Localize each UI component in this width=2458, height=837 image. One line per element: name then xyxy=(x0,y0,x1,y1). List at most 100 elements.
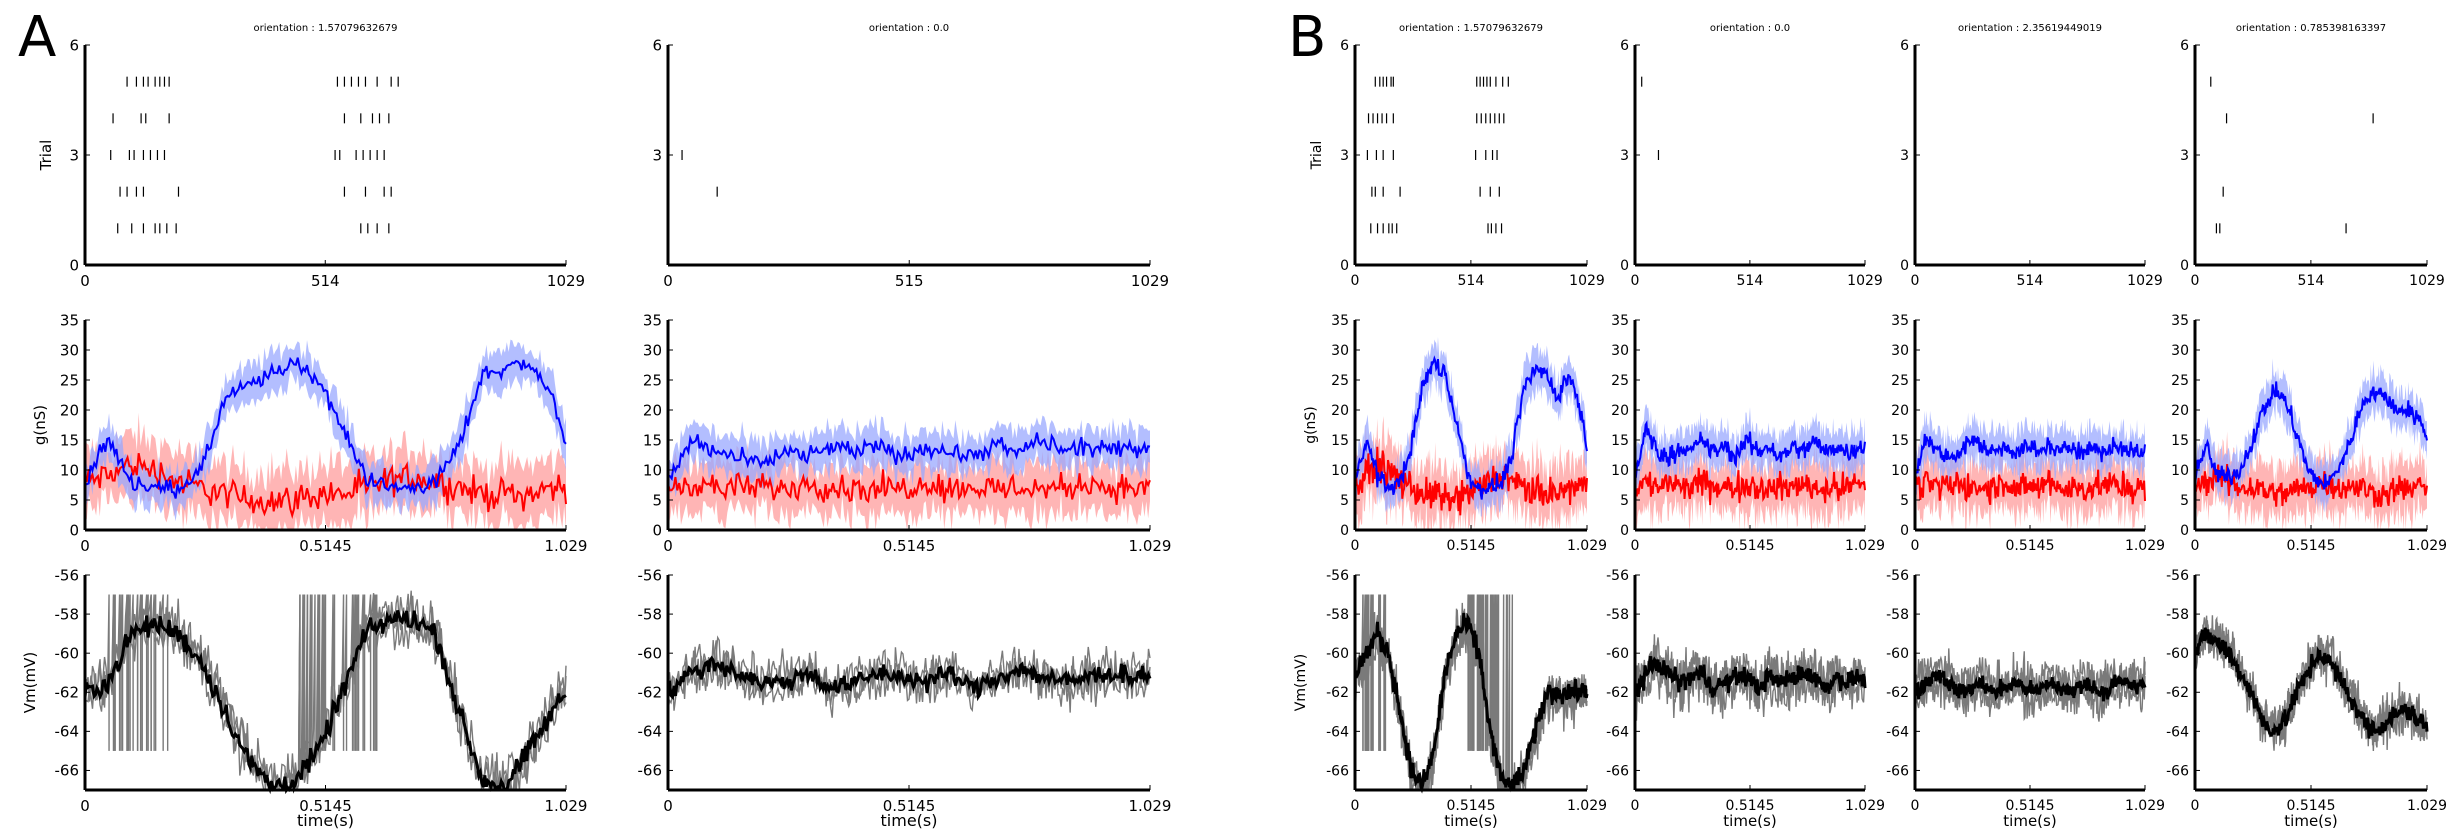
panel-b-col0-cond-y-tick-label: 20 xyxy=(1331,403,1349,419)
panel-b-col2-cond-y-tick-label: 10 xyxy=(1891,463,1909,479)
panel-b-col0-cond-y-tick-label: 35 xyxy=(1331,313,1349,329)
panel-a-col0-vm-mean-line xyxy=(83,609,567,795)
panel-a-col0-cond-x-tick-label: 1.029 xyxy=(545,537,588,555)
panel-b-col3-cond-y-tick-label: 5 xyxy=(2180,493,2189,509)
panel-a-col0-vm-ylabel: Vm(mV) xyxy=(21,652,39,713)
panel-a-col1-raster-x-tick-label: 1029 xyxy=(1131,272,1169,290)
panel-b-col2-cond-y-tick-label: 30 xyxy=(1891,343,1909,359)
panel-b-col0-vm-y-tick-label: -62 xyxy=(1326,685,1349,701)
panel-a-col0-vm-y-tick-label: -62 xyxy=(55,684,80,702)
panel-a-col1-vm-y-tick-label: -62 xyxy=(638,684,663,702)
panel-a-col1-vm-trial-line xyxy=(667,646,1151,718)
panel-b-col2-raster-y-tick-label: 3 xyxy=(1900,148,1909,164)
panel-a-col0-raster-ylabel: Trial xyxy=(37,140,55,172)
panel-b-col3-vm-y-tick-label: -64 xyxy=(2166,724,2189,740)
panel-b-col3-vm-xlabel: time(s) xyxy=(2284,812,2337,830)
panel-b-col2-excitatory-band xyxy=(1915,410,2145,497)
panel-b-col0-vm-mean-line xyxy=(1353,612,1589,794)
panel-a-col0-raster-y-tick-label: 6 xyxy=(69,36,79,54)
panel-a-col1-cond-y-tick-label: 20 xyxy=(643,401,662,419)
panel-a-col1-cond-y-tick-label: 15 xyxy=(643,431,662,449)
panel-a-col1-cond-y-tick-label: 35 xyxy=(643,311,662,329)
panel-b-col3-cond-y-tick-label: 15 xyxy=(2171,433,2189,449)
panel-b-col1-vm-x-tick-label: 1.029 xyxy=(1845,798,1885,814)
panel-b-col2-vm-y-tick-label: -64 xyxy=(1886,724,1909,740)
panel-b-col1-raster-y-tick-label: 6 xyxy=(1620,38,1629,54)
panel-b-col3-cond-y-tick-label: 20 xyxy=(2171,403,2189,419)
panel-b-col2-conductance-plot: 0 5 10 15 20 25 30 35 0 0.5145 1.029 xyxy=(1891,313,2165,554)
panel-b-col2-vm-trial-line xyxy=(1914,675,2146,722)
panel-b-col1-raster-plot: orientation : 0.0 0 3 6 0 514 1029 xyxy=(1620,23,1883,289)
panel-b-col1-cond-x-tick-label: 0 xyxy=(1631,538,1640,554)
panel-b-col1-excitatory-band xyxy=(1635,404,1865,504)
panel-a-col1-title: orientation : 0.0 xyxy=(869,23,949,34)
panel-a-col0-raster-plot: orientation : 1.57079632679 0 3 6 0 514 1029 Tr… xyxy=(37,23,585,290)
panel-b-col1-inhibitory-line xyxy=(1634,467,1866,506)
panel-b-col3-vm-y-tick-label: -66 xyxy=(2166,763,2189,779)
panel-b-col3-cond-x-tick-label: 0.5145 xyxy=(2287,538,2336,554)
panel-b-col1-raster-x-tick-label: 0 xyxy=(1631,273,1640,289)
panel-a-col1-vm-xlabel: time(s) xyxy=(881,811,938,830)
panel-b-col3-vm-x-tick-label: 0 xyxy=(2191,798,2200,814)
panel-b-col3-excitatory-line xyxy=(2194,381,2428,490)
panel-a-col1-raster-x-tick-label: 0 xyxy=(663,272,673,290)
panel-a-col0-cond-y-tick-label: 15 xyxy=(60,431,79,449)
panel-a-col1-vm-mean-line xyxy=(666,655,1152,702)
panel-b-col3-cond-y-tick-label: 30 xyxy=(2171,343,2189,359)
panel-b-col3-cond-y-tick-label: 0 xyxy=(2180,523,2189,539)
panel-b-col0-raster-x-tick-label: 1029 xyxy=(1569,273,1605,289)
panel-a-col1-vm-y-tick-label: -66 xyxy=(638,762,663,780)
panel-b-col1-conductance-plot: 0 5 10 15 20 25 30 35 0 0.5145 1.029 xyxy=(1611,313,1885,554)
panel-b-col3-vm-plot: -66 -64 -62 -60 -58 -56 0 0.5145 1.029 time(s) xyxy=(2166,568,2447,830)
panel-b-col0-vm-plot: -66 -64 -62 -60 -58 -56 0 0.5145 1.029 Vm(mV) time… xyxy=(1293,568,1607,830)
panel-a-col0-vm-y-tick-label: -64 xyxy=(55,723,80,741)
panel-b-col2-cond-y-tick-label: 15 xyxy=(1891,433,1909,449)
panel-b-col3-raster-y-tick-label: 3 xyxy=(2180,148,2189,164)
panel-b-col3-raster-x-tick-label: 0 xyxy=(2191,273,2200,289)
panel-b-col0-excitatory-line xyxy=(1354,355,1588,500)
panel-a-col1-vm-x-tick-label: 0.5145 xyxy=(883,797,936,815)
panel-a-col0-vm-x-tick-label: 1.029 xyxy=(545,797,588,815)
panel-a-col1-excitatory-line xyxy=(667,432,1151,482)
panel-a-col1-cond-x-tick-label: 1.029 xyxy=(1129,537,1172,555)
panel-a-col0-vm-y-tick-label: -58 xyxy=(55,605,80,623)
panel-b-col3-raster-y-tick-label: 0 xyxy=(2180,258,2189,274)
panel-b-col0-cond-y-tick-label: 5 xyxy=(1340,493,1349,509)
panel-b-col0-cond-x-tick-label: 1.029 xyxy=(1567,538,1607,554)
panel-a-col0-cond-ylabel: g(nS) xyxy=(31,405,49,445)
panel-b-col2-vm-plot: -66 -64 -62 -60 -58 -56 0 0.5145 1.029 time(s) xyxy=(1886,568,2165,830)
panel-a-col1-raster-plot: orientation : 0.0 3 6 0 515 1029 xyxy=(652,23,1169,290)
panel-b-col1-cond-y-tick-label: 35 xyxy=(1611,313,1629,329)
panel-b-col0-vm-y-tick-label: -56 xyxy=(1326,568,1349,584)
panel-b-col2-cond-x-tick-label: 0.5145 xyxy=(2006,538,2055,554)
panel-a-col0-title: orientation : 1.57079632679 xyxy=(254,23,398,34)
panel-a-col0-cond-y-tick-label: 35 xyxy=(60,311,79,329)
panel-b-col0-excitatory-band xyxy=(1355,336,1587,517)
panel-b-col3-cond-y-tick-label: 35 xyxy=(2171,313,2189,329)
panel-a-col1-vm-y-tick-label: -60 xyxy=(638,644,663,662)
panel-b-col0-vm-x-tick-label: 1.029 xyxy=(1567,798,1607,814)
panel-b-col2-cond-y-tick-label: 20 xyxy=(1891,403,1909,419)
panel-b-col2-vm-y-tick-label: -58 xyxy=(1886,607,1909,623)
panel-a-col1-raster-y-tick-label: 3 xyxy=(652,146,662,164)
panel-a-col1-vm-y-tick-label: -58 xyxy=(638,605,663,623)
panel-b-col0-raster-y-tick-label: 3 xyxy=(1340,148,1349,164)
panel-b-col2-vm-x-tick-label: 0.5145 xyxy=(2006,798,2055,814)
panel-b-col1-vm-y-tick-label: -58 xyxy=(1606,607,1629,623)
panel-b-col0-cond-y-tick-label: 15 xyxy=(1331,433,1349,449)
panel-a-col1-vm-y-tick-label: -56 xyxy=(638,566,663,584)
panel-b-col1-vm-x-tick-label: 0 xyxy=(1631,798,1640,814)
panel-label-b: B xyxy=(1288,5,1327,70)
panel-b-col3-vm-y-tick-label: -62 xyxy=(2166,685,2189,701)
panel-b-col0-vm-y-tick-label: -58 xyxy=(1326,607,1349,623)
panel-a-col1-vm-x-tick-label: 1.029 xyxy=(1129,797,1172,815)
panel-a-col1-conductance-plot: 0 5 10 15 20 25 30 35 0 0.5145 1.029 xyxy=(643,311,1172,555)
panel-b-col1-vm-y-tick-label: -60 xyxy=(1606,646,1629,662)
panel-b-col1-cond-y-tick-label: 5 xyxy=(1620,493,1629,509)
panel-a-col1-raster-x-tick-label: 515 xyxy=(895,272,924,290)
panel-b-col3-vm-trial-line xyxy=(2194,615,2428,751)
panel-b-col0-cond-x-tick-label: 0 xyxy=(1351,538,1360,554)
panel-b-col0-vm-y-tick-label: -64 xyxy=(1326,724,1349,740)
panel-a-col0-vm-xlabel: time(s) xyxy=(297,811,354,830)
panel-b-col0-raster-x-tick-label: 514 xyxy=(1458,273,1485,289)
